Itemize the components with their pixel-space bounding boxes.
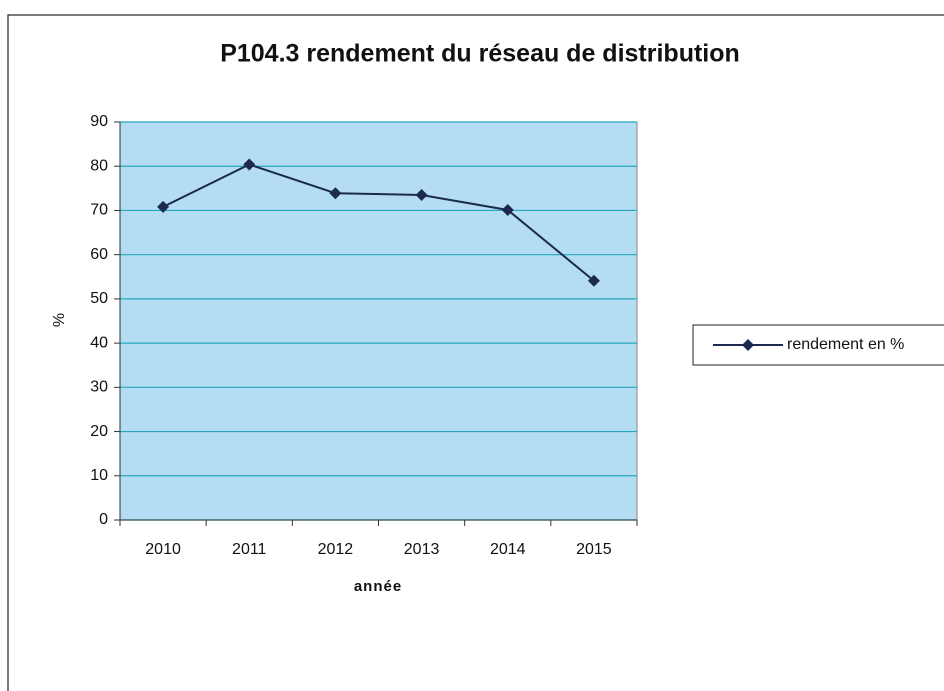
legend-marker [742, 339, 754, 351]
legend-label: rendement en % [787, 336, 904, 353]
x-tick-label: 2010 [145, 541, 181, 558]
y-tick-label: 80 [90, 157, 108, 174]
x-tick-label: 2014 [490, 541, 526, 558]
chart-title: P104.3 rendement du réseau de distributi… [220, 40, 740, 68]
x-axis-label: année [354, 578, 402, 595]
x-tick-label: 2013 [404, 541, 440, 558]
y-tick-label: 60 [90, 246, 108, 263]
point-marker [157, 200, 170, 213]
x-tick-label: 2015 [576, 541, 612, 558]
y-tick-label: 20 [90, 423, 108, 440]
series-line [162, 163, 595, 282]
y-tick-label: 0 [99, 511, 108, 528]
x-tick-label: 2012 [318, 541, 354, 558]
point-marker [243, 158, 256, 171]
y-tick-label: 40 [90, 334, 108, 351]
point-marker [587, 274, 600, 287]
y-tick-label: 70 [90, 202, 108, 219]
point-marker [501, 204, 514, 217]
y-axis-label: % [51, 313, 68, 327]
y-tick-label: 10 [90, 467, 108, 484]
x-tick-label: 2011 [232, 541, 267, 558]
y-tick-label: 50 [90, 290, 108, 307]
y-tick-label: 90 [90, 113, 108, 130]
point-marker [329, 187, 342, 200]
point-marker [415, 188, 428, 201]
y-tick-label: 30 [90, 379, 108, 396]
plot-area [119, 121, 638, 521]
